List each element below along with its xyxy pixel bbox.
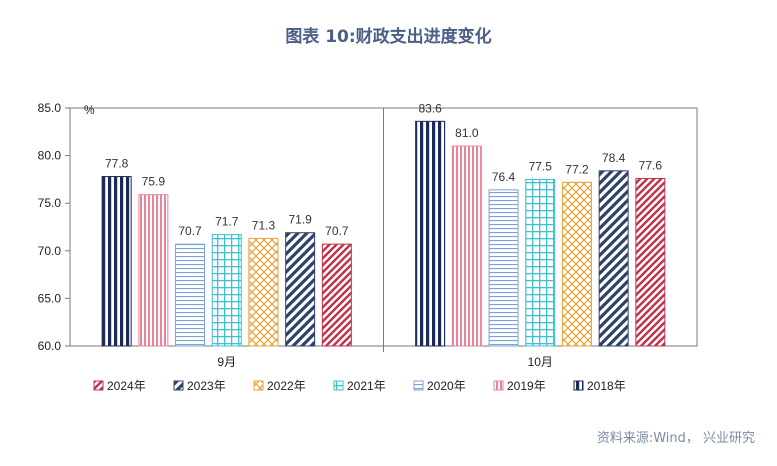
data-label: 75.9 [142,175,166,189]
bar [138,194,169,347]
bar [635,177,666,347]
legend-label: 2022年 [267,379,306,393]
data-label: 77.2 [565,162,589,176]
y-tick-label: 85.0 [38,101,62,115]
axes: 60.0 65.0 70.0 75.0 80.0 85.0 % 9月 10月 [38,101,698,369]
bar [525,178,556,347]
data-label: 76.4 [492,170,516,184]
legend-swatch [413,380,424,391]
data-label: 81.0 [455,126,479,140]
bar [248,237,279,347]
legend-label: 2019年 [507,379,546,393]
bar [321,243,352,347]
data-label: 70.7 [325,224,349,238]
y-tick-label: 65.0 [38,291,62,305]
legend-swatch [93,380,104,391]
data-label: 71.9 [288,213,312,227]
legend-label: 2024年 [107,379,146,393]
legend-swatch [493,380,504,391]
y-tick-label: 70.0 [38,244,62,258]
bar [175,243,206,347]
legend-swatch [333,380,344,391]
bar [101,176,132,347]
data-label: 71.7 [215,215,239,229]
data-labels: 77.8 75.9 70.7 71.7 71.3 71.9 70.7 83.6 81.0 76.4… [105,101,662,238]
bars [101,120,666,347]
x-tick-label: 10月 [528,355,553,369]
chart-title: 图表 10:财政支出进度变化 [285,27,492,47]
data-label: 77.5 [529,159,553,173]
data-label: 77.6 [639,158,663,172]
bar [598,170,629,347]
legend-swatch [253,380,264,391]
data-label: 77.8 [105,157,129,171]
legend-label: 2021年 [347,379,386,393]
legend-label: 2020年 [427,379,466,393]
y-tick-label: 80.0 [38,149,62,163]
y-tick-label: 75.0 [38,196,62,210]
x-tick-label: 9月 [217,355,236,369]
bar [285,232,316,347]
legend-swatch [573,380,584,391]
data-label: 83.6 [418,101,442,115]
y-axis-unit: % [84,103,95,117]
bar [211,234,242,347]
legend-swatch [173,380,184,391]
data-label: 70.7 [178,224,202,238]
source-note: 资料来源:Wind， 兴业研究 [596,431,755,446]
data-label: 78.4 [602,151,626,165]
bar [488,189,519,347]
bar [415,120,446,347]
legend: 2024年 2023年 2022年 2021年 2020年 2019年 2018年 [93,379,626,393]
legend-label: 2018年 [587,379,626,393]
bar [561,181,592,347]
legend-label: 2023年 [187,379,226,393]
y-tick-label: 60.0 [38,339,62,353]
data-label: 71.3 [252,218,276,232]
bar [451,145,482,347]
